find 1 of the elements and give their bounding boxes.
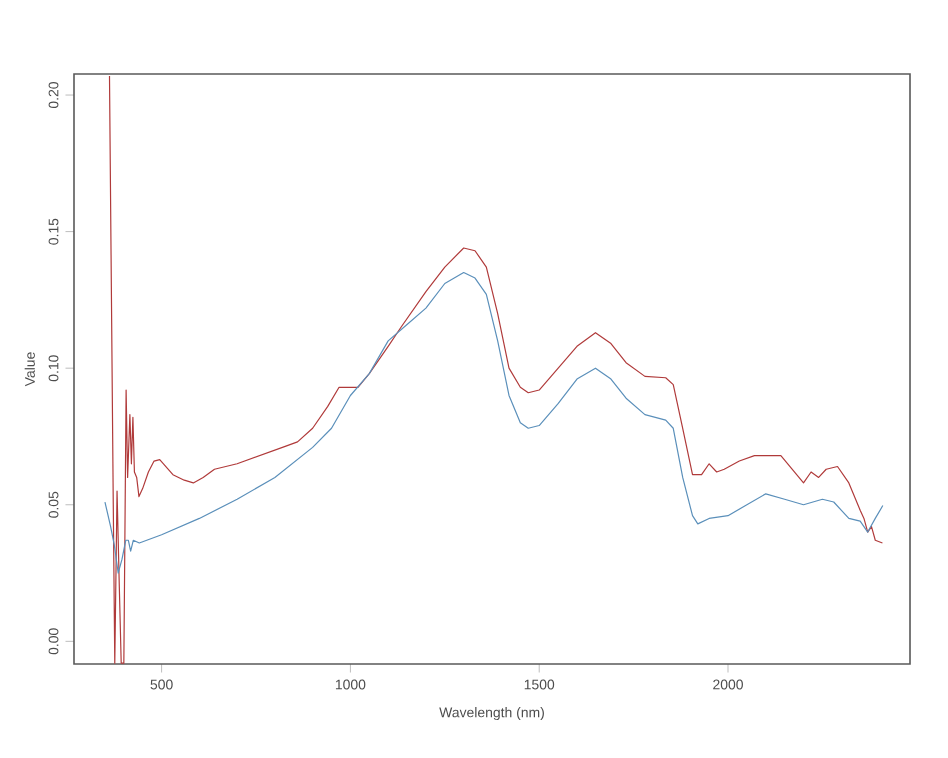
line-series: [104, 271, 884, 574]
